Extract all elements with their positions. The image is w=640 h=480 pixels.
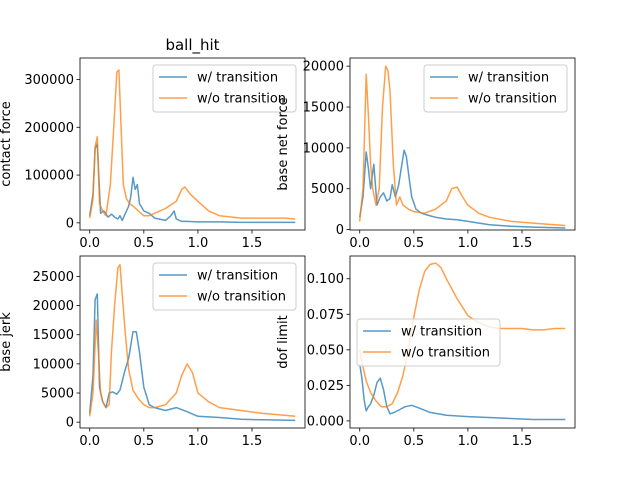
x-tick-label: 0.5 [133,434,154,449]
x-tick-label: 0.0 [79,236,100,251]
y-tick-label: 0.025 [307,379,344,394]
y-tick-label: 15000 [303,101,344,116]
legend-label: w/o transition [197,290,286,305]
y-tick-label: 0 [336,223,344,238]
x-tick-label: 1.5 [242,434,263,449]
legend: w/ transition w/o transition [356,318,501,367]
x-tick-label: 0.0 [349,434,370,449]
y-tick-label: 300000 [24,73,74,88]
series-line-without-transition [358,65,566,227]
legend-box [423,64,568,113]
x-tick-label: 1.5 [512,236,533,251]
y-tick-label: 10000 [303,141,344,156]
x-tick-label: 1.0 [188,236,209,251]
y-tick-label: 5000 [311,182,344,197]
y-tick-label: 0 [66,416,74,431]
axes-frame [79,57,306,231]
y-tick-label: 25000 [33,270,74,285]
x-tick-label: 1.0 [458,236,479,251]
chart-panel-3: 0.0 0.5 1.0 1.5 0 5000 10000 15000 20000 25000 bas… [0,255,306,449]
y-tick-label: 0.100 [307,272,344,287]
x-tick-label: 1.5 [512,434,533,449]
x-tick-label: 0.0 [349,236,370,251]
y-tick-label: 0.075 [307,308,344,323]
series-line-without-transition [88,69,296,220]
legend: w/ transition w/o transition [423,64,568,113]
legend: w/ transition w/o transition [152,64,297,113]
y-axis-label: base jerk [0,312,14,372]
y-tick-label: 10000 [33,357,74,372]
y-tick-label: 0.050 [307,343,344,358]
legend-box [152,64,297,113]
legend-label: w/ transition [197,269,278,284]
y-tick-label: 15000 [33,328,74,343]
legend-box [152,262,297,311]
x-tick-label: 0.5 [133,236,154,251]
series-line-with-transition [358,149,566,229]
legend-label: w/ transition [468,71,549,86]
y-axis-label: dof limit [276,315,291,369]
legend: w/ transition w/o transition [152,262,297,311]
y-tick-label: 200000 [24,121,74,136]
y-axis-label: contact force [0,101,14,187]
legend-box [356,318,501,367]
series-line-with-transition [358,363,566,421]
legend-label: w/o transition [468,92,557,107]
x-tick-label: 0.0 [79,434,100,449]
chart-panel-1: 0.0 0.5 1.0 1.5 0 100000 200000 300000 contact f… [0,36,306,251]
series-line-without-transition [358,262,566,408]
x-tick-label: 0.5 [403,434,424,449]
y-tick-label: 5000 [41,387,74,402]
series-line-with-transition [88,143,296,224]
y-tick-label: 20000 [33,299,74,314]
chart-panel-2: 0.0 0.5 1.0 1.5 0 5000 10000 15000 20000 base net… [276,57,576,251]
axes-frame [349,57,576,231]
y-tick-label: 0 [66,216,74,231]
y-axis-label: base net force [276,97,291,190]
chart-panel-4: 0.0 0.5 1.0 1.5 0.000 0.025 0.050 0.075 0.100 dof… [276,255,576,449]
x-tick-label: 1.0 [458,434,479,449]
y-tick-label: 0.000 [307,414,344,429]
x-tick-label: 1.0 [188,434,209,449]
legend-label: w/o transition [197,92,286,107]
series-line-without-transition [88,263,296,418]
legend-label: w/ transition [197,71,278,86]
axes-frame [349,255,576,429]
y-tick-label: 100000 [24,169,74,184]
x-tick-label: 0.5 [403,236,424,251]
legend-label: w/o transition [401,346,490,361]
x-tick-label: 1.5 [242,236,263,251]
axes-frame [79,255,306,429]
y-tick-label: 20000 [303,60,344,75]
legend-label: w/ transition [401,325,482,340]
chart-title: ball_hit [165,36,219,55]
